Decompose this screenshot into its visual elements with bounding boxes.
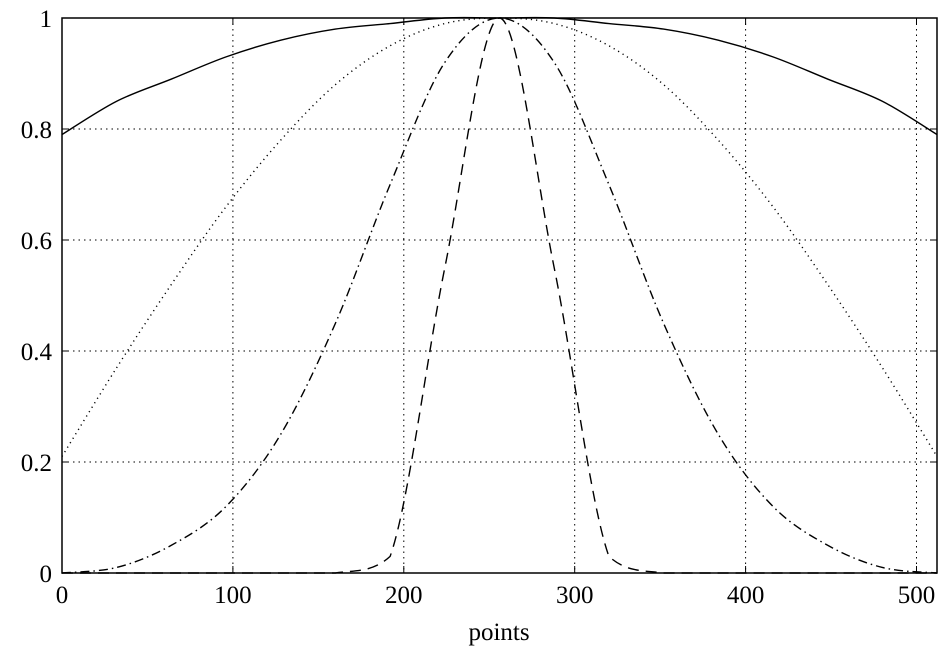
x-tick-label: 500: [898, 582, 936, 609]
x-tick-label: 0: [56, 582, 69, 609]
x-tick-label: 400: [727, 582, 765, 609]
y-tick-label: 1: [40, 6, 53, 33]
grid-layer: [61, 17, 937, 574]
x-tick-labels: 0 100 200 300 400 500: [56, 582, 935, 609]
series-layer: [61, 16, 938, 574]
series-line-dashdot: [61, 17, 938, 574]
y-tick-labels: 0 0.2 0.4 0.6 0.8 1: [21, 6, 53, 588]
y-tick-label: 0.2: [21, 450, 52, 477]
x-tick-label: 100: [214, 582, 252, 609]
x-tick-label: 200: [385, 582, 423, 609]
x-axis-label: points: [468, 619, 529, 646]
y-tick-label: 0.6: [21, 228, 52, 255]
y-tick-label: 0: [40, 561, 53, 588]
plot-frame: [61, 17, 938, 574]
x-tick-label: 300: [556, 582, 594, 609]
series-line-dashed: [61, 17, 937, 574]
series-line-dotted: [61, 17, 938, 457]
series-line-solid: [61, 16, 938, 136]
y-tick-label: 0.4: [21, 339, 53, 366]
y-tick-label: 0.8: [21, 117, 52, 144]
